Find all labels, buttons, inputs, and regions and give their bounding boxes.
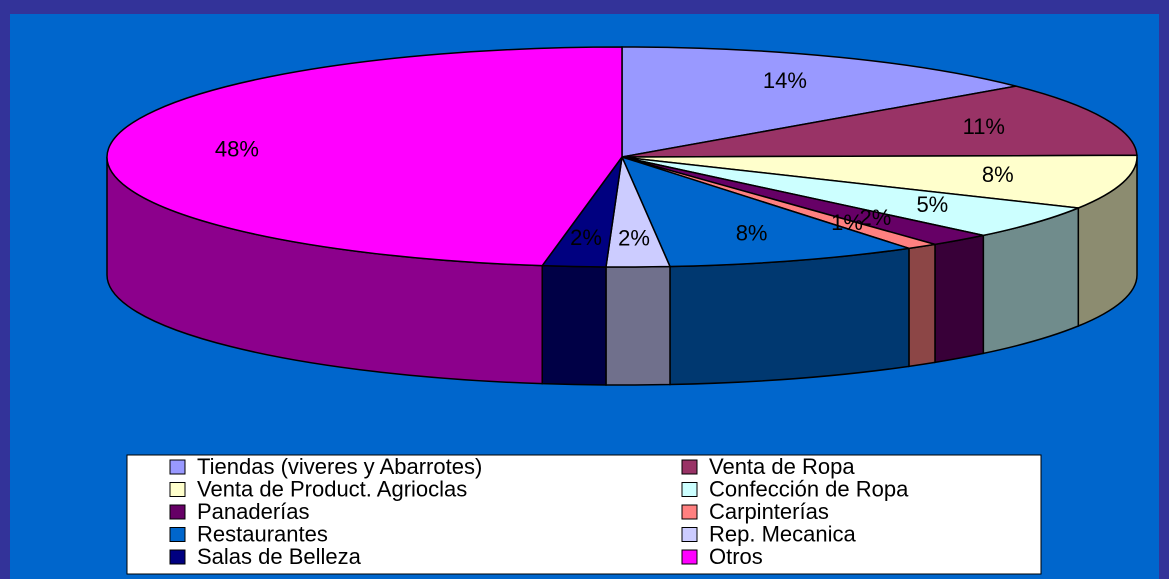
legend-swatch [681,504,698,520]
legend-label: Salas de Belleza [197,544,362,569]
legend-swatch [681,527,698,542]
data-label: 2% [618,225,650,250]
slice-wall [669,247,910,386]
data-label: 5% [916,192,948,217]
legend-box [126,454,1042,575]
data-label: 8% [982,162,1014,187]
legend-label: Otros [709,544,763,569]
slice [106,46,623,267]
slice [621,156,1079,237]
data-label: 1% [831,210,863,235]
slice-wall [934,234,985,364]
legend-swatch [169,482,186,497]
data-label: 14% [763,68,807,93]
slice [621,46,1017,158]
data-label: 8% [736,221,768,246]
legend-label: Venta de Ropa [709,454,855,479]
legend-swatch [169,504,186,520]
slice-wall [541,264,607,386]
data-label: 2% [859,205,891,230]
slice-wall [605,265,671,386]
data-label: 11% [963,114,1005,139]
legend-label: Confección de Ropa [709,476,909,501]
legend-label: Tiendas (viveres y Abarrotes) [197,454,482,479]
legend-swatch [681,549,698,565]
slice [621,154,1138,209]
legend-label: Rep. Mecanica [709,521,857,546]
data-label: 48% [215,136,259,161]
legend-swatch [169,527,186,542]
slice [620,155,910,268]
legend-label: Venta de Product. Agrioclas [197,476,467,501]
legend-swatch [681,459,698,475]
slice-wall [908,243,936,368]
legend-label: Carpinterías [709,499,829,524]
slice [621,85,1138,158]
legend-swatch [169,459,186,475]
legend-swatch [169,549,186,565]
legend-label: Panaderías [197,499,310,524]
legend-label: Restaurantes [197,521,328,546]
legend-swatch [681,482,698,497]
data-label: 2% [570,225,602,250]
